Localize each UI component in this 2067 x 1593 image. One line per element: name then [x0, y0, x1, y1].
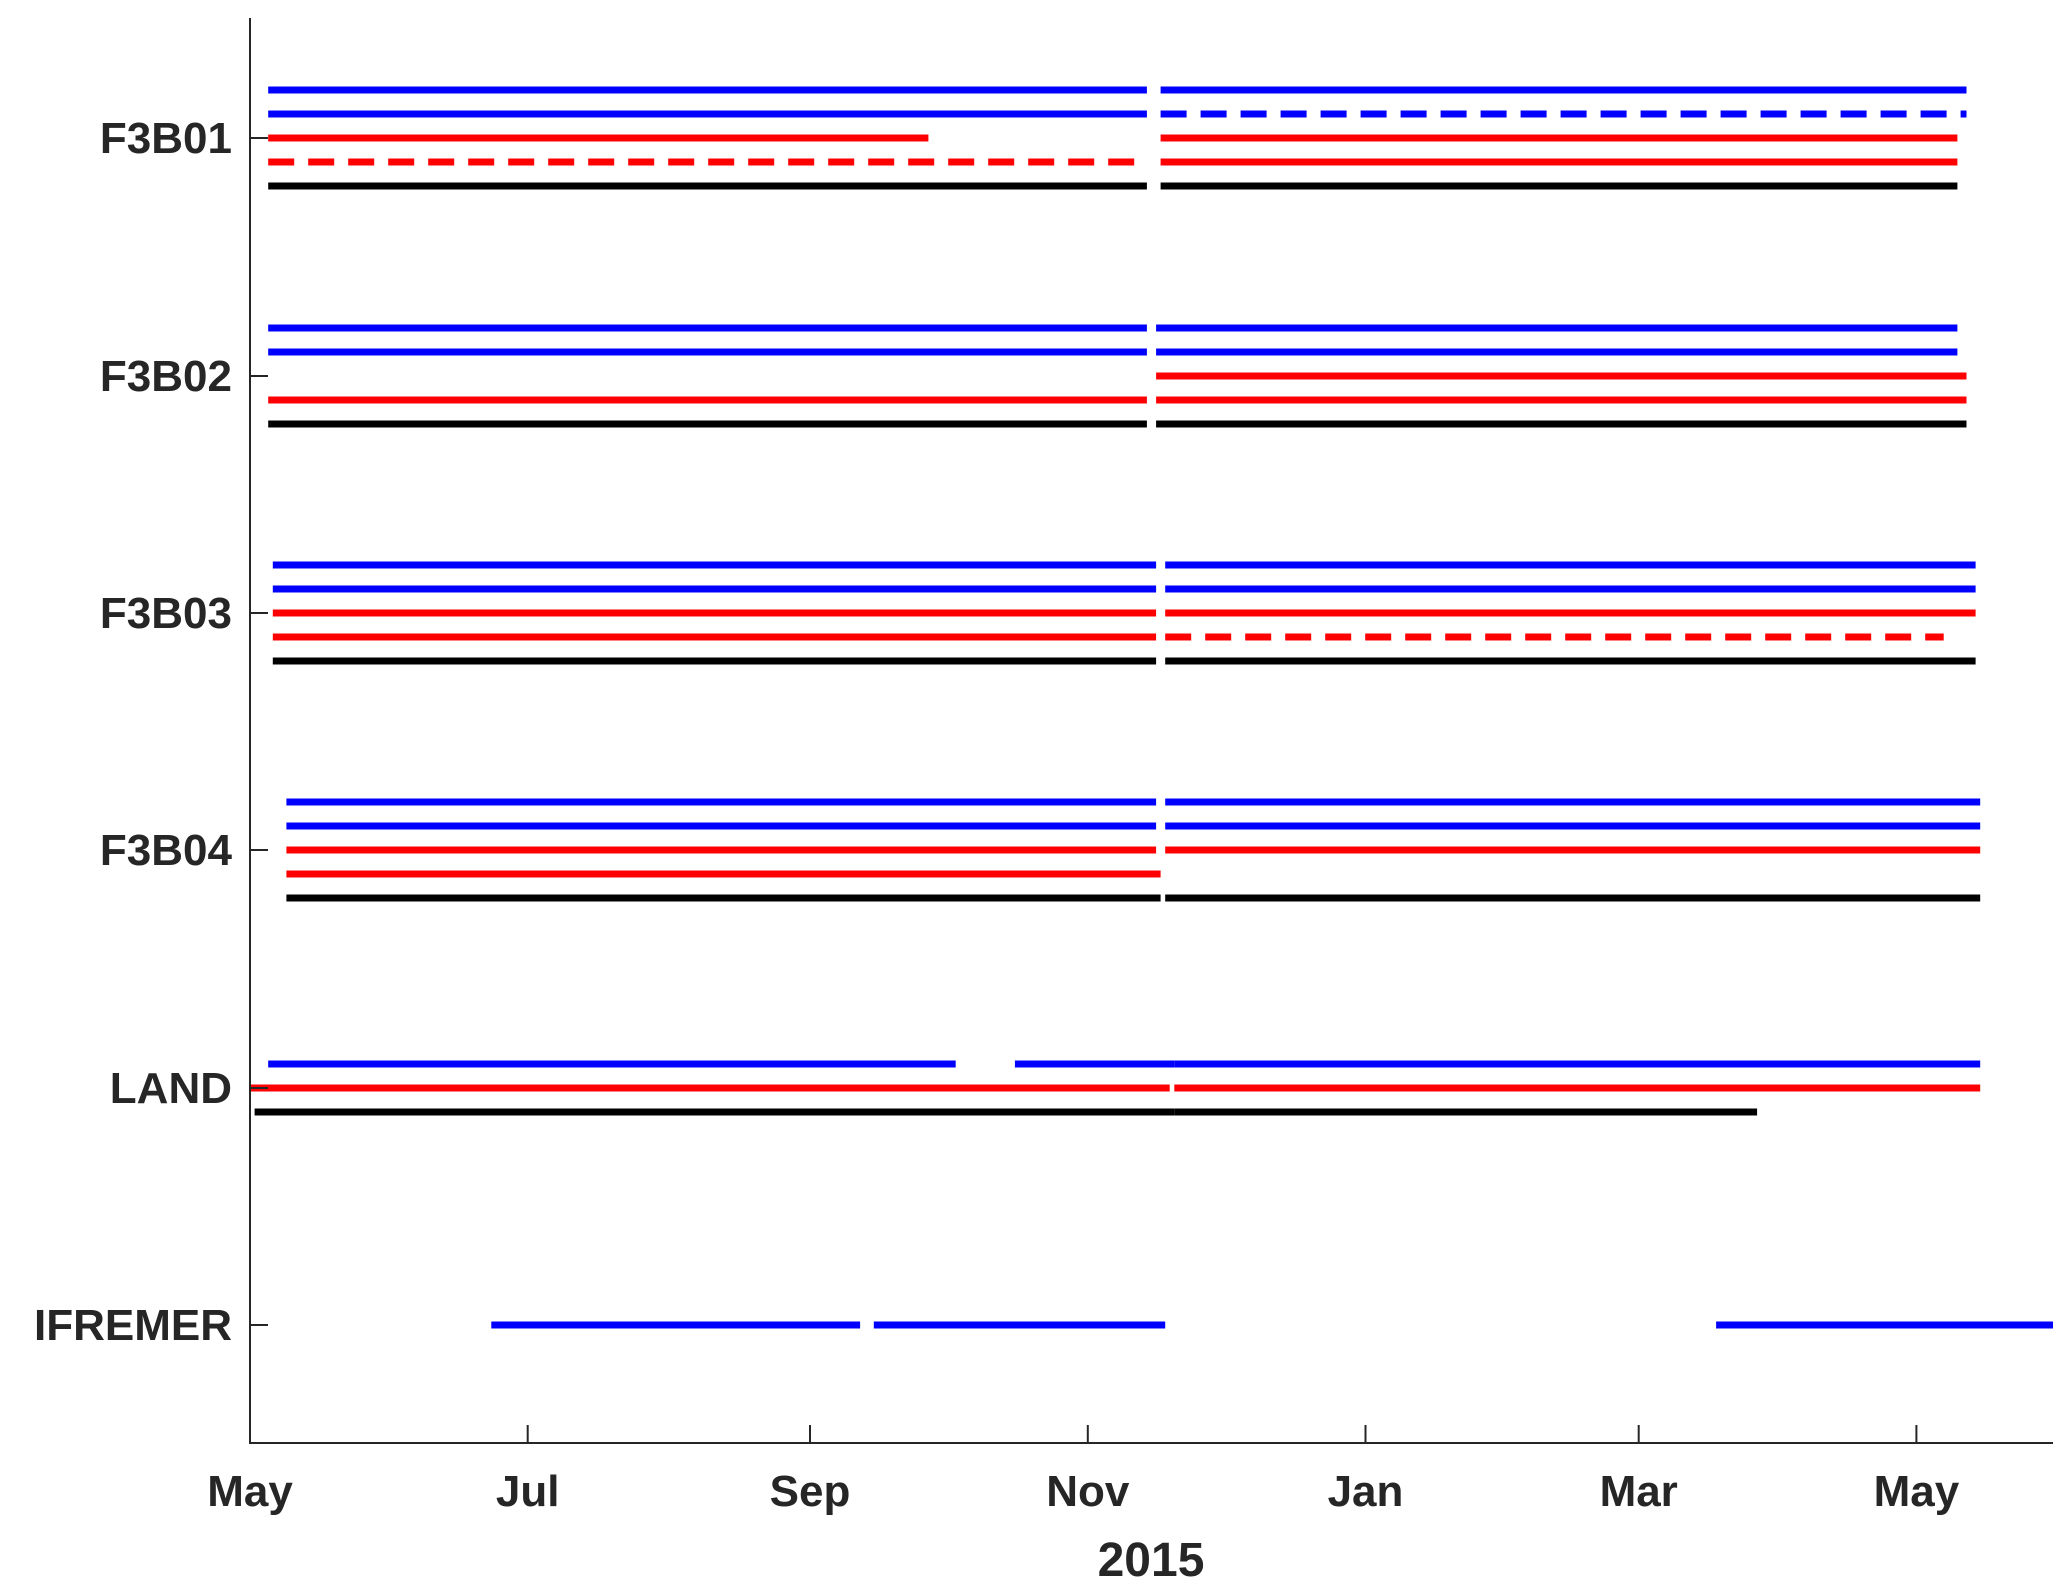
y-tick-label: F3B03 [100, 589, 232, 638]
x-tick-label: Nov [1046, 1467, 1130, 1516]
x-tick-label: Jul [496, 1467, 560, 1516]
axes [249, 18, 2053, 1444]
y-tick-label: F3B04 [100, 826, 233, 875]
x-tick-label: May [207, 1467, 293, 1516]
x-tick-label: Mar [1600, 1467, 1678, 1516]
y-tick-label: F3B01 [100, 114, 232, 163]
data-bars [250, 86, 2053, 1329]
y-tick-label: F3B02 [100, 352, 232, 401]
y-tick-label: LAND [110, 1064, 232, 1113]
y-tick-label: IFREMER [34, 1301, 232, 1350]
x-tick-label: Jan [1328, 1467, 1404, 1516]
x-tick-label: May [1874, 1467, 1960, 1516]
y-ticks: F3B01 F3B02 F3B03 F3B04 LAND IFREMER [34, 114, 268, 1350]
x-ticks: May Jul Sep Nov Jan Mar May [207, 1425, 1960, 1516]
x-tick-label: Sep [770, 1467, 851, 1516]
x-axis-title: 2015 [1098, 1534, 1205, 1587]
